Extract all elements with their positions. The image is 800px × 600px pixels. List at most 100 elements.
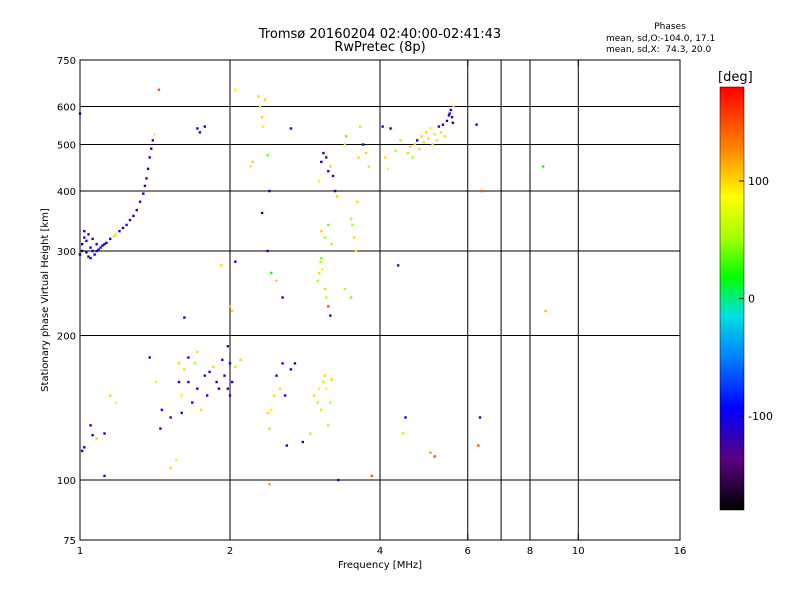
data-point bbox=[320, 160, 323, 164]
data-point bbox=[270, 408, 273, 412]
data-point bbox=[386, 167, 390, 171]
data-point bbox=[154, 380, 158, 384]
data-point bbox=[215, 380, 218, 384]
data-point bbox=[199, 408, 203, 412]
data-point bbox=[99, 246, 102, 249]
data-point bbox=[203, 125, 206, 128]
data-point bbox=[259, 105, 262, 108]
data-point bbox=[142, 192, 145, 195]
data-point bbox=[327, 223, 330, 227]
x-tick-label: 1 bbox=[77, 546, 83, 557]
x-axis-ticks: 1 2 4 6 8 10 16 bbox=[77, 60, 686, 557]
data-point bbox=[329, 165, 332, 168]
data-point bbox=[87, 255, 90, 258]
y-tick-label: 600 bbox=[57, 103, 76, 114]
data-point bbox=[349, 296, 353, 299]
data-point bbox=[409, 145, 412, 148]
data-point bbox=[401, 432, 405, 435]
data-point bbox=[351, 223, 354, 227]
data-point bbox=[325, 387, 328, 390]
data-point bbox=[87, 233, 90, 236]
data-point bbox=[85, 239, 88, 243]
data-point bbox=[83, 446, 86, 449]
data-point bbox=[335, 195, 339, 198]
x-axis-label: Frequency [MHz] bbox=[338, 560, 422, 571]
data-point bbox=[95, 242, 98, 246]
data-point bbox=[330, 242, 333, 246]
data-point bbox=[103, 432, 106, 435]
chart-title: Tromsø 20160204 02:40:00-02:41:43 bbox=[258, 27, 502, 42]
y-axis-label: Stationary phase Virtual Height [km] bbox=[40, 208, 51, 392]
data-point bbox=[169, 416, 172, 419]
y-tick-label: 500 bbox=[57, 141, 76, 152]
data-point bbox=[266, 249, 269, 253]
data-point bbox=[301, 440, 305, 444]
data-point bbox=[344, 135, 348, 138]
x-tick-label: 6 bbox=[465, 546, 471, 557]
data-point bbox=[475, 123, 478, 126]
data-point bbox=[268, 189, 271, 193]
data-point bbox=[319, 260, 322, 263]
data-point bbox=[266, 411, 269, 415]
data-point bbox=[323, 236, 327, 239]
data-point bbox=[418, 147, 421, 150]
x-tick-label: 10 bbox=[572, 546, 585, 557]
colorbar-unit: [deg] bbox=[718, 70, 753, 85]
data-point bbox=[309, 432, 312, 435]
data-point bbox=[441, 123, 445, 126]
data-point bbox=[260, 116, 264, 119]
data-point bbox=[198, 131, 202, 134]
data-point bbox=[381, 125, 384, 128]
y-tick-label: 300 bbox=[57, 247, 76, 258]
data-point bbox=[83, 229, 86, 233]
data-point bbox=[138, 200, 142, 203]
data-point bbox=[437, 125, 441, 128]
data-point bbox=[361, 143, 365, 146]
data-point bbox=[153, 133, 156, 136]
phases-heading: Phases bbox=[654, 22, 686, 32]
y-tick-label: 750 bbox=[57, 56, 76, 67]
chart-subtitle: RwPretec (8p) bbox=[334, 40, 426, 55]
data-point bbox=[316, 401, 319, 404]
data-point bbox=[89, 424, 92, 427]
data-point bbox=[429, 451, 432, 454]
data-point bbox=[384, 156, 387, 159]
data-point bbox=[226, 387, 230, 390]
data-point bbox=[219, 264, 223, 267]
data-point bbox=[91, 249, 94, 253]
data-point bbox=[331, 174, 335, 178]
data-point bbox=[289, 127, 293, 130]
data-point bbox=[439, 131, 443, 134]
grid-lines bbox=[80, 60, 680, 540]
data-point bbox=[413, 143, 417, 146]
data-point bbox=[450, 116, 454, 119]
y-tick-label: 75 bbox=[63, 536, 76, 547]
data-point bbox=[187, 356, 190, 359]
data-point bbox=[354, 249, 358, 253]
colorbar-tick-label: 0 bbox=[748, 293, 755, 306]
data-point bbox=[343, 287, 347, 291]
phases-mean-o: mean, sd,O:-104.0, 17.1 bbox=[606, 34, 716, 44]
data-point bbox=[317, 271, 321, 275]
data-point bbox=[268, 427, 271, 430]
data-point bbox=[221, 358, 224, 362]
data-point bbox=[541, 165, 545, 168]
data-point bbox=[433, 455, 436, 458]
data-point bbox=[367, 165, 371, 168]
data-point bbox=[320, 256, 323, 260]
data-point bbox=[101, 244, 104, 247]
data-point bbox=[285, 444, 288, 447]
data-point bbox=[544, 309, 547, 313]
data-point bbox=[263, 98, 267, 101]
colorbar-tick-label: 100 bbox=[748, 175, 769, 188]
data-point bbox=[159, 427, 162, 430]
data-point bbox=[449, 108, 453, 112]
data-point bbox=[160, 408, 164, 412]
data-point bbox=[183, 316, 186, 319]
data-point bbox=[452, 105, 455, 108]
y-axis-ticks: 75 100 200 300 400 500 600 750 bbox=[57, 56, 680, 547]
data-point bbox=[293, 362, 297, 365]
data-point bbox=[234, 88, 237, 92]
data-point bbox=[327, 424, 330, 427]
data-point bbox=[389, 127, 392, 130]
